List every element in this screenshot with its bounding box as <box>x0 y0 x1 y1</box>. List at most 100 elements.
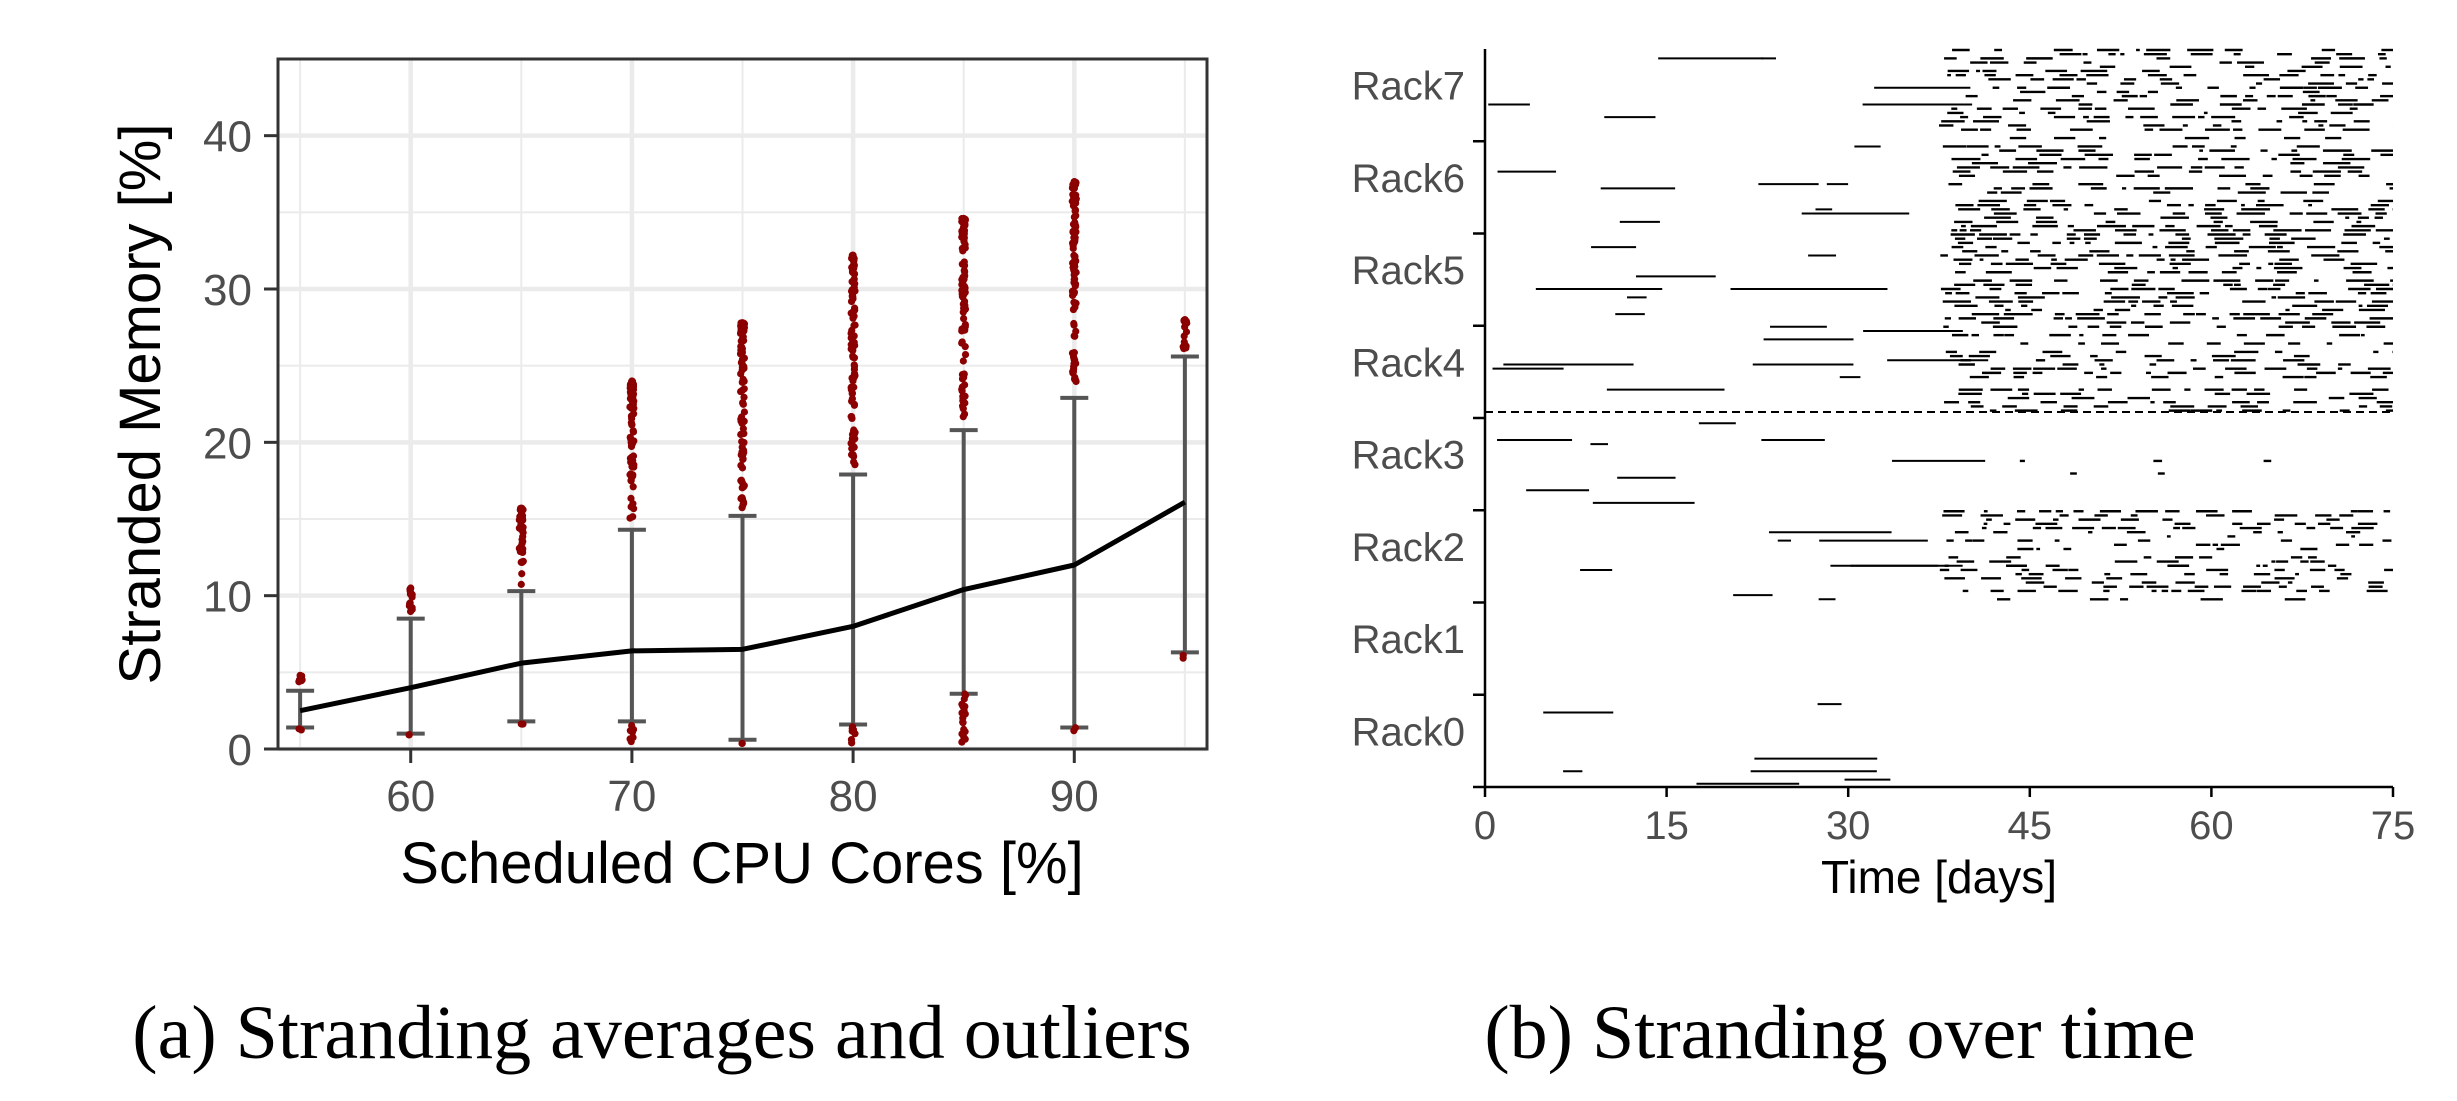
outlier-point <box>519 557 527 565</box>
outlier-point <box>959 397 967 405</box>
outlier-point <box>738 739 746 748</box>
outlier-point <box>961 350 970 359</box>
outlier-point <box>849 278 858 286</box>
outlier-point <box>738 360 746 368</box>
outlier-point <box>739 337 748 345</box>
outlier-point <box>847 385 855 394</box>
outlier-point <box>850 361 858 369</box>
outlier-point <box>958 244 966 253</box>
x-tick-label: 0 <box>1474 804 1496 848</box>
caption-a: (a) Stranding averages and outliers <box>132 991 1191 1075</box>
y-tick-label: 30 <box>203 266 252 315</box>
outlier-point <box>959 405 967 413</box>
outlier-point <box>960 314 968 323</box>
outlier-point <box>519 548 527 557</box>
rack-label: Rack0 <box>1352 710 1465 754</box>
outlier-point <box>848 395 856 403</box>
outlier-point <box>961 728 969 736</box>
x-tick-label: 75 <box>2371 804 2416 848</box>
chart-a-outliers <box>295 178 1191 748</box>
outlier-point <box>958 738 966 746</box>
outlier-point <box>1069 190 1077 199</box>
outlier-point <box>961 320 969 329</box>
outlier-point <box>847 412 856 421</box>
x-tick-label: 60 <box>2189 804 2234 848</box>
rack-label: Rack1 <box>1352 618 1465 662</box>
rack-label: Rack4 <box>1352 341 1465 385</box>
outlier-point <box>407 584 415 592</box>
y-tick-label: 40 <box>203 113 252 162</box>
caption-b: (b) Stranding over time <box>1484 991 2195 1075</box>
x-tick-label: 80 <box>829 772 878 821</box>
outlier-point <box>960 266 968 275</box>
outlier-point <box>627 412 636 420</box>
outlier-point <box>517 523 525 531</box>
outlier-point <box>1069 227 1077 235</box>
outlier-point <box>737 387 745 396</box>
outlier-point <box>1070 298 1078 306</box>
outlier-point <box>737 342 745 351</box>
outlier-point <box>297 726 305 734</box>
chart-a-error-bars <box>286 354 1199 742</box>
outlier-point <box>517 513 526 521</box>
outlier-point <box>519 537 527 545</box>
outlier-point <box>519 720 527 728</box>
outlier-point <box>848 739 856 747</box>
outlier-point <box>738 494 746 502</box>
outlier-point <box>961 691 970 699</box>
outlier-point <box>1070 271 1078 279</box>
outlier-point <box>517 504 525 512</box>
chart-b-stranding-marks <box>1485 48 2393 785</box>
outlier-point <box>629 428 638 436</box>
outlier-point <box>408 593 416 601</box>
outlier-point <box>960 214 968 223</box>
chart-a-x-ticks: 60 70 80 90 <box>386 749 1099 821</box>
outlier-point <box>629 400 637 409</box>
outlier-point <box>627 392 635 400</box>
outlier-point <box>629 500 637 508</box>
outlier-point <box>1069 305 1078 314</box>
chart-b: Rack7 Rack6 Rack5 Rack4 Rack3 Rack2 Rack1 Rack0… <box>1352 48 2416 903</box>
outlier-point <box>960 258 968 266</box>
outlier-point <box>959 357 967 365</box>
outlier-point <box>739 400 747 408</box>
rack-label: Rack3 <box>1352 434 1465 478</box>
outlier-point <box>1070 178 1078 186</box>
chart-a-y-ticks: 0 10 20 30 40 <box>203 113 278 775</box>
outlier-point <box>849 726 858 734</box>
rack-label: Rack6 <box>1352 157 1465 201</box>
outlier-point <box>406 602 414 610</box>
outlier-point <box>738 504 746 512</box>
outlier-point <box>1071 235 1079 243</box>
outlier-point <box>961 272 969 280</box>
outlier-point <box>626 514 634 522</box>
outlier-point <box>737 461 745 470</box>
outlier-point <box>628 421 636 429</box>
chart-b-plot-background <box>1485 49 2393 787</box>
mean-line <box>299 499 1187 714</box>
outlier-point <box>738 437 746 446</box>
outlier-point <box>1068 291 1077 300</box>
outlier-point <box>1071 280 1080 288</box>
outlier-point <box>1070 251 1078 259</box>
outlier-point <box>1071 207 1079 215</box>
outlier-point <box>405 731 413 739</box>
outlier-point <box>1180 338 1188 346</box>
outlier-point <box>961 222 969 230</box>
outlier-point <box>958 709 966 717</box>
y-tick-label: 20 <box>203 419 252 468</box>
outlier-point <box>851 321 859 329</box>
outlier-point <box>1182 344 1190 352</box>
outlier-point <box>1179 654 1187 662</box>
outlier-point <box>1071 724 1080 732</box>
outlier-point <box>1070 319 1078 328</box>
outlier-point <box>740 481 748 490</box>
outlier-point <box>629 483 637 491</box>
outlier-point <box>739 455 747 463</box>
outlier-point <box>738 419 746 428</box>
outlier-point <box>1069 368 1078 376</box>
outlier-point <box>628 725 636 733</box>
outlier-point <box>959 413 967 421</box>
chart-a-y-axis-label: Stranded Memory [%] <box>108 124 173 685</box>
